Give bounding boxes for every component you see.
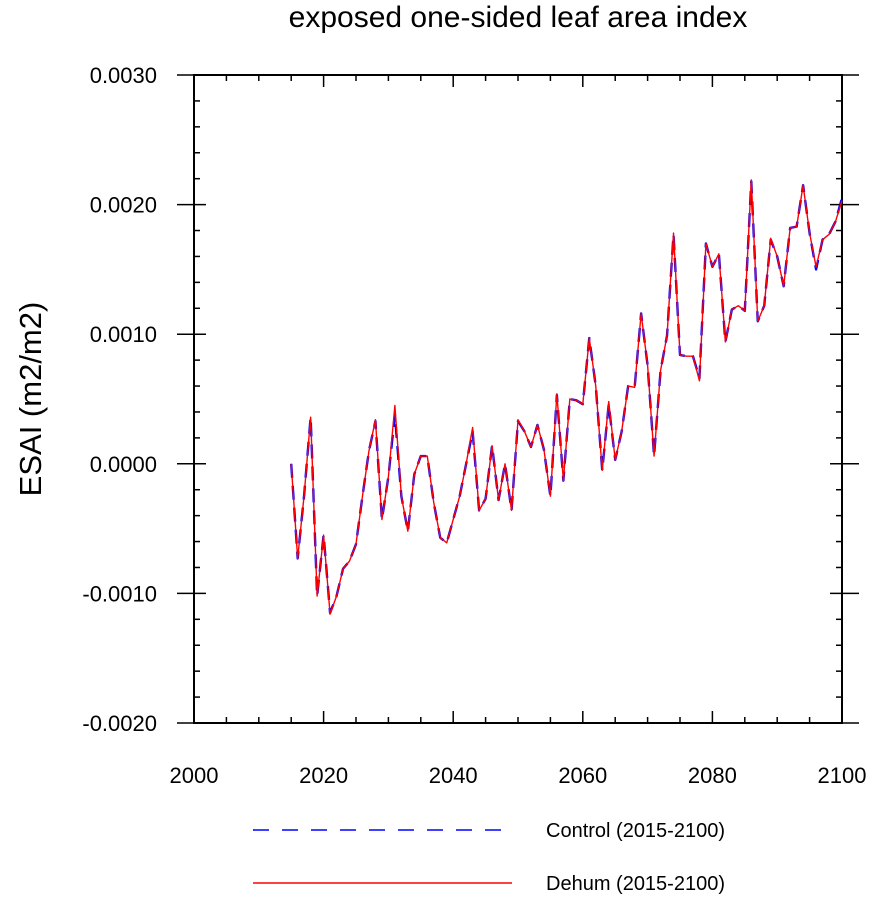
legend-label-dehum: Dehum (2015-2100): [546, 873, 725, 895]
series-line-dehum: [290, 179, 843, 615]
y-tick-label: 0.0030: [90, 63, 157, 88]
x-tick-label: 2060: [558, 763, 607, 788]
legend: Control (2015-2100) Dehum (2015-2100): [253, 820, 725, 895]
y-tick-label: 0.0000: [90, 452, 157, 477]
x-tick-label: 2020: [299, 763, 348, 788]
x-tick-label: 2000: [170, 763, 219, 788]
series-line-control: [290, 180, 844, 615]
x-axis-tick-labels: 2000 2020 2040 2060 2080 2100: [170, 763, 867, 788]
legend-label-control: Control (2015-2100): [546, 820, 725, 842]
y-axis-tick-labels: -0.0020 -0.0010 0.0000 0.0010 0.0020 0.0030: [82, 63, 157, 736]
x-tick-label: 2040: [429, 763, 478, 788]
x-tick-label: 2100: [818, 763, 867, 788]
y-tick-label: -0.0020: [82, 711, 157, 736]
x-tick-label: 2080: [688, 763, 737, 788]
series-lines: [290, 179, 844, 615]
y-tick-label: 0.0010: [90, 322, 157, 347]
x-axis-ticks: [193, 75, 843, 723]
chart-title: exposed one-sided leaf area index: [289, 1, 748, 34]
plot-frame: [193, 74, 843, 724]
y-tick-label: -0.0010: [82, 581, 157, 606]
y-axis-label: ESAI (m2/m2): [13, 302, 48, 497]
y-tick-label: 0.0020: [90, 193, 157, 218]
y-axis-ticks: [177, 74, 859, 724]
